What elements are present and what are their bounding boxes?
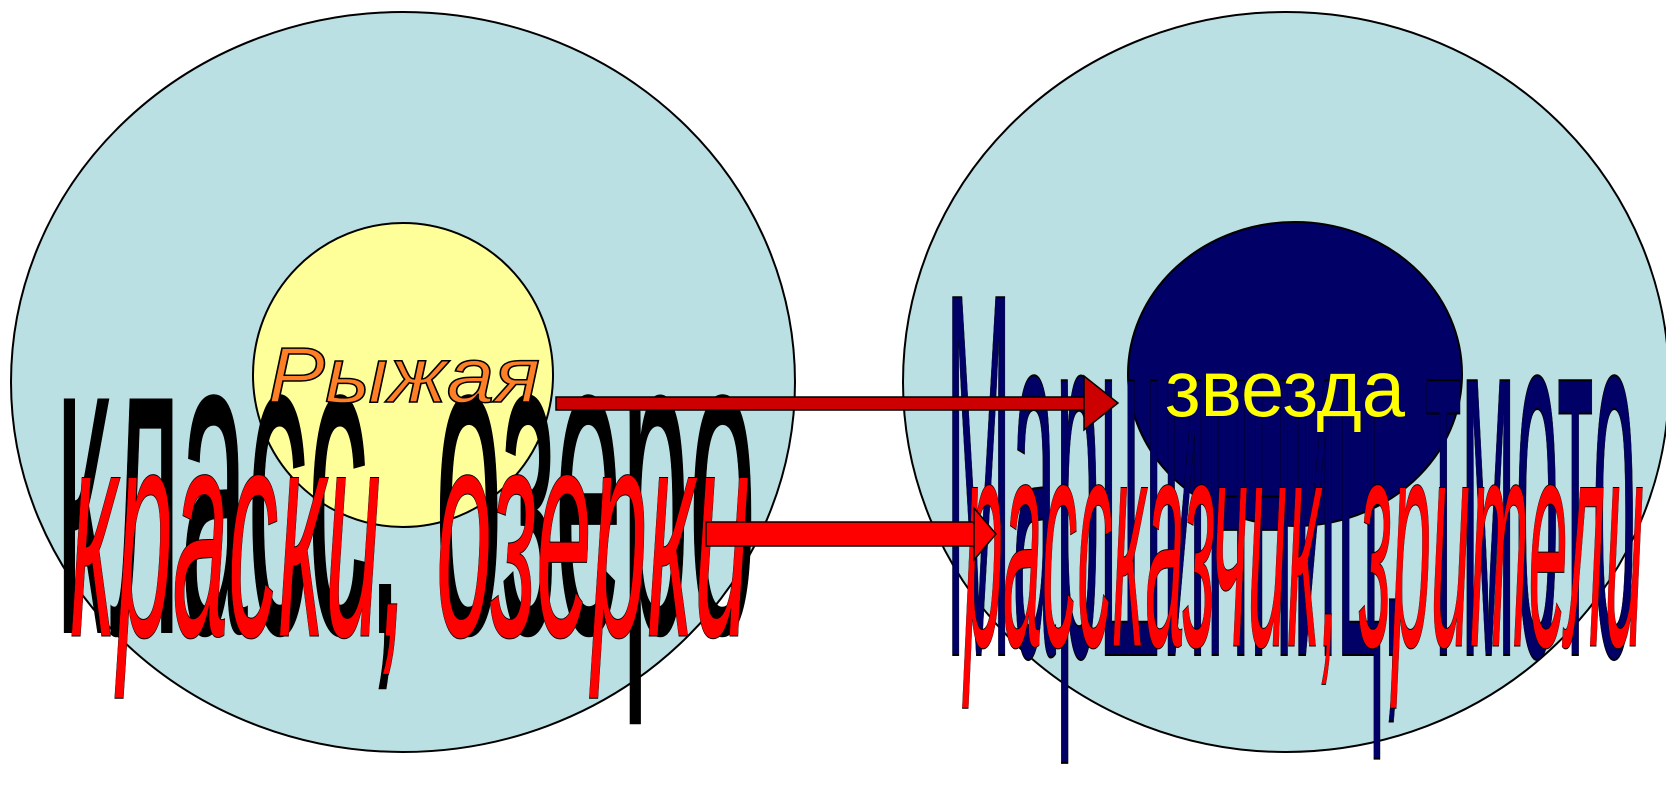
left-cluster: класс, озеро Рыжая краски, озерки [10, 11, 796, 753]
right-cluster: Маршинниц, тмото звезда рассказчик, зрит… [902, 11, 1666, 770]
bottom-arrow [705, 505, 997, 563]
left-inner-label: Рыжая [268, 331, 540, 419]
right-red-word: рассказчик, зрители [962, 374, 1644, 712]
left-big-word: класс, озеро [56, 235, 756, 728]
right-big-word: Маршинниц, тмото [946, 185, 1636, 769]
left-red-word: краски, озерки [70, 364, 750, 702]
left-inner-circle [252, 222, 554, 528]
right-inner-circle [1127, 221, 1463, 527]
top-arrow [555, 374, 1120, 432]
right-inner-label: звезда [1165, 344, 1405, 433]
